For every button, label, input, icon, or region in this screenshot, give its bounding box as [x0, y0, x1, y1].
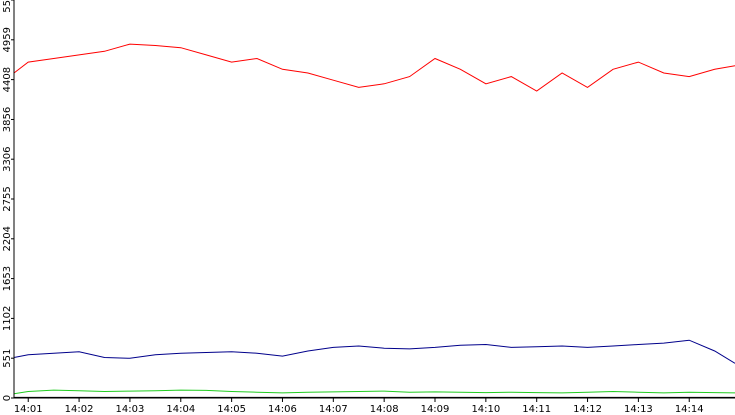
- x-tick-label: 14:14: [675, 404, 704, 415]
- x-tick-label: 14:02: [65, 404, 94, 415]
- x-tick-label: 14:13: [624, 404, 653, 415]
- y-tick-label: 5510: [2, 0, 13, 13]
- x-axis: 14:01 14:02 14:03 14:04 14:05 14:06 14:07 14:08…: [14, 397, 735, 415]
- x-tick-label: 14:12: [573, 404, 602, 415]
- series-line-0: [13, 43, 735, 92]
- x-tick-label: 14:09: [421, 404, 450, 415]
- y-tick-label: 4959: [2, 27, 13, 52]
- y-tick-label: 4408: [2, 67, 13, 92]
- x-tick-label: 14:04: [166, 404, 195, 415]
- y-axis: 0 551 1102 1653 2204 2755 3306 3856 4408 4959 5510: [2, 0, 15, 401]
- y-tick-label: 3856: [2, 107, 13, 132]
- y-tick-label: 1653: [2, 266, 13, 291]
- y-tick-label: 2204: [2, 226, 13, 251]
- x-tick-label: 14:11: [522, 404, 551, 415]
- y-tick-label: 551: [2, 349, 13, 368]
- x-tick-label: 14:07: [319, 404, 348, 415]
- y-tick-label: 0: [2, 395, 13, 401]
- x-tick-label: 14:08: [370, 404, 399, 415]
- series-line-2: [13, 389, 735, 395]
- x-tick-label: 14:01: [14, 404, 43, 415]
- y-tick-label: 1102: [2, 306, 13, 331]
- y-tick-label: 2755: [2, 186, 13, 211]
- x-tick-label: 14:03: [116, 404, 145, 415]
- series-line-1: [13, 339, 735, 364]
- x-tick-label: 14:10: [471, 404, 500, 415]
- y-tick-label: 3306: [2, 146, 13, 171]
- series-layer: [13, 43, 735, 398]
- x-tick-label: 14:06: [268, 404, 297, 415]
- x-tick-label: 14:05: [217, 404, 246, 415]
